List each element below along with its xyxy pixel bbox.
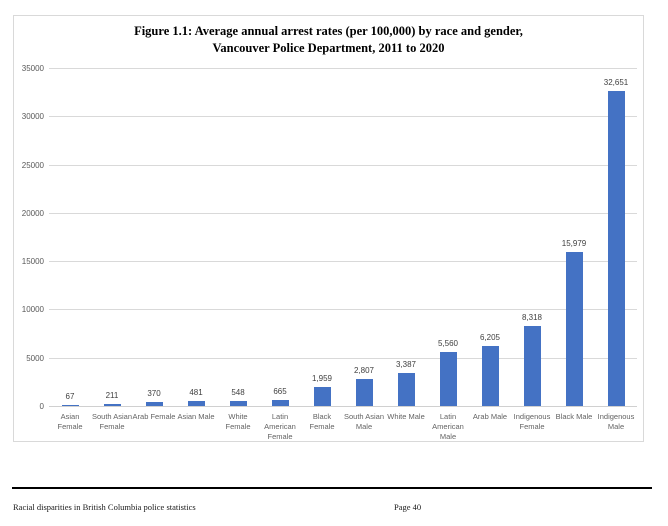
- y-axis-tick-label: 35000: [21, 64, 44, 73]
- bar-value-label: 370: [147, 389, 161, 399]
- y-axis-tick-label: 20000: [21, 208, 44, 218]
- x-axis-category-label: South Asian Female: [88, 412, 136, 432]
- x-axis-category-label-line: Male: [355, 422, 373, 431]
- x-axis-category-label: Black Female: [298, 412, 346, 432]
- x-axis-category-label: Indigenous Female: [508, 412, 556, 432]
- y-gridline: [49, 261, 637, 263]
- x-axis-category-label-line: American: [432, 422, 464, 431]
- y-axis-tick-label: 0: [39, 402, 44, 411]
- x-axis-category-label: South Asian Male: [340, 412, 388, 432]
- x-axis-category-label: Latin American Female: [256, 412, 304, 442]
- x-axis-category-label-line: Female: [99, 422, 125, 431]
- x-axis-category-label-line: Female: [267, 432, 293, 441]
- x-axis-category-label-line: Latin: [439, 412, 457, 421]
- bar-value-label: 32,651: [603, 77, 629, 87]
- chart-title: Figure 1.1: Average annual arrest rates …: [14, 23, 643, 57]
- y-axis-tick-label: 30000: [21, 112, 44, 122]
- bar-value-label: 1,959: [311, 374, 333, 384]
- y-axis-tick-label: 10000: [21, 305, 44, 315]
- bar-value-label: 2,807: [353, 365, 375, 375]
- bar: [607, 90, 625, 406]
- x-axis-category-label-line: Black Male: [555, 412, 593, 421]
- bar-value-label: 665: [273, 386, 287, 396]
- y-gridline: [49, 357, 637, 359]
- x-axis-category-label: Indigenous Male: [592, 412, 640, 432]
- bar: [565, 251, 583, 406]
- bar-value-label: 211: [105, 390, 119, 400]
- x-axis-line: [49, 406, 637, 407]
- bar-value-label: 481: [189, 388, 203, 398]
- bar: [481, 346, 499, 406]
- bar-value-label: 548: [231, 387, 245, 397]
- bar-value-label: 3,387: [395, 360, 417, 370]
- x-axis-category-label-line: Male: [607, 422, 625, 431]
- x-axis-category-label: Black Male: [550, 412, 598, 422]
- bar: [145, 402, 163, 406]
- x-axis-category-label-line: Asian Male: [177, 412, 215, 421]
- x-axis-category-label: Asian Female: [46, 412, 94, 432]
- bar-value-label: 67: [65, 392, 75, 402]
- chart-frame: Figure 1.1: Average annual arrest rates …: [13, 15, 644, 442]
- bar-value-label: 15,979: [561, 238, 587, 248]
- bar: [229, 400, 247, 406]
- x-axis-category-label-line: White Male: [387, 412, 425, 421]
- x-axis-category-label: White Male: [382, 412, 430, 422]
- x-axis-category-label-line: Male: [439, 432, 457, 441]
- x-axis-category-label-line: Black: [312, 412, 332, 421]
- footer-rule: [12, 487, 652, 489]
- x-axis-category-label-line: American: [264, 422, 296, 431]
- x-axis-category-label-line: Latin: [271, 412, 289, 421]
- x-axis-category-label: White Female: [214, 412, 262, 432]
- x-axis-category-label: Latin American Male: [424, 412, 472, 442]
- x-axis-category-label-line: Arab Female: [132, 412, 176, 421]
- x-axis-category-label-line: South Asian: [91, 412, 133, 421]
- x-axis-category-label-line: Female: [57, 422, 83, 431]
- x-axis-category-label-line: Asian: [60, 412, 80, 421]
- y-axis-tick-label: 15000: [21, 257, 44, 267]
- bar: [397, 373, 415, 406]
- chart-title-line2: Vancouver Police Department, 2011 to 202…: [212, 41, 445, 55]
- bar: [61, 405, 79, 406]
- bar: [103, 403, 121, 406]
- bar: [313, 387, 331, 406]
- bar-value-label: 8,318: [521, 312, 543, 322]
- x-axis-category-label-line: Arab Male: [472, 412, 508, 421]
- x-axis-category-label-line: White: [228, 412, 248, 421]
- bar: [187, 401, 205, 406]
- y-axis-tick-label: 25000: [21, 160, 44, 170]
- x-axis-category-label: Arab Female: [130, 412, 178, 422]
- y-gridline: [49, 116, 637, 118]
- y-gridline: [49, 164, 637, 166]
- bar-value-label: 5,560: [437, 339, 459, 349]
- footer-running-title: Racial disparities in British Columbia p…: [13, 502, 196, 512]
- x-axis-category-label: Arab Male: [466, 412, 514, 422]
- y-gridline: [49, 309, 637, 311]
- footer-page-number: Page 40: [394, 502, 422, 512]
- chart-title-line1: Figure 1.1: Average annual arrest rates …: [134, 24, 523, 38]
- x-axis-category-label: Asian Male: [172, 412, 220, 422]
- x-axis-category-label-line: Female: [225, 422, 251, 431]
- y-gridline: [49, 68, 637, 69]
- bar-value-label: 6,205: [479, 333, 501, 343]
- x-axis-category-label-line: Female: [519, 422, 545, 431]
- bar: [439, 352, 457, 406]
- y-axis-tick-label: 5000: [26, 353, 44, 363]
- x-axis-category-label-line: Indigenous: [513, 412, 551, 421]
- y-gridline: [49, 212, 637, 214]
- x-axis-category-label-line: Female: [309, 422, 335, 431]
- bar: [271, 399, 289, 406]
- x-axis-category-label-line: South Asian: [343, 412, 385, 421]
- bar: [523, 325, 541, 406]
- bar: [355, 378, 373, 406]
- x-axis-category-label-line: Indigenous: [597, 412, 635, 421]
